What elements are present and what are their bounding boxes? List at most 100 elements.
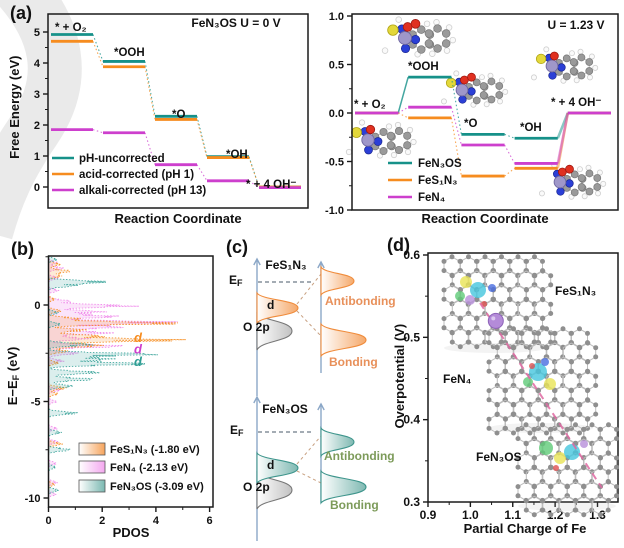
- molecule-inset: [530, 46, 599, 84]
- panel-c-diagram-FeN₃OS: [253, 395, 367, 541]
- panel-a-left-ylabel: Free Energy (eV): [6, 55, 22, 159]
- svg-text:0: 0: [34, 300, 40, 312]
- panel-a-right-title: U = 1.23 V: [547, 18, 605, 32]
- panel-c-diagram2-ef-label: EF: [230, 423, 244, 438]
- svg-text:d: d: [134, 330, 143, 345]
- svg-text:FeN₄ (-2.13 eV): FeN₄ (-2.13 eV): [110, 462, 188, 474]
- panel-c-diagram2-d-label: d: [267, 458, 275, 472]
- panel-b-letter: (b): [11, 239, 34, 259]
- panel-c-diagram1-d-label: d: [267, 298, 275, 312]
- molecule-inset: [440, 70, 509, 108]
- svg-text:0.6: 0.6: [403, 248, 420, 262]
- charge-density-inset-fen4: [486, 326, 599, 436]
- step-labels: * + O₂ *OOH *O *OH * + 4 OH⁻: [354, 61, 602, 134]
- svg-text:0: 0: [45, 515, 51, 527]
- trend-line: [479, 302, 603, 489]
- panel-c-diagram1-ef-label: EF: [229, 273, 243, 288]
- panel-c-letter: (c): [226, 237, 248, 257]
- svg-text:2: 2: [34, 120, 40, 132]
- step-labels: * + O₂ *OOH *O *OH * + 4 OH⁻: [55, 22, 297, 191]
- panel-a-left-xlabel: Reaction Coordinate: [114, 211, 242, 226]
- panel-c-diagram2-bonding-label: Bonding: [330, 498, 379, 512]
- pdos-d-annotations: ddd: [134, 330, 143, 369]
- overpotential-ylabel: Overpotential (V): [391, 323, 407, 429]
- svg-text:* + 4 OH⁻: * + 4 OH⁻: [551, 97, 602, 109]
- svg-text:2: 2: [99, 515, 105, 527]
- y-ticks: 1.0 0.5 0.0 -0.5 -1.0: [325, 11, 352, 217]
- svg-text:FeN₃OS (-3.09 eV): FeN₃OS (-3.09 eV): [110, 481, 204, 493]
- panel-c-diagram-FeS₁N₃: [253, 257, 367, 396]
- legend: pH-uncorrected acid-corrected (pH 1) alkal…: [52, 153, 206, 197]
- panel-d-letter: (d): [387, 235, 410, 255]
- panel-a-letter: (a): [10, 3, 32, 23]
- pdos-legend: FeS₁N₃ (-1.80 eV) FeN₄ (-2.13 eV) FeN₃OS (…: [78, 442, 204, 493]
- charge-density-inset-fen3os: [515, 422, 619, 518]
- svg-text:FeS₁N₃ (-1.80 eV): FeS₁N₃ (-1.80 eV): [110, 444, 200, 456]
- point-label-fen3os: FeN₃OS: [476, 450, 522, 464]
- panel-c-diagram2-antibonding-label: Antibonding: [324, 449, 395, 463]
- connectors: [92, 34, 260, 189]
- series-FeN₄: [355, 105, 611, 165]
- svg-text:1.0: 1.0: [462, 508, 479, 522]
- molecule-inset: [381, 16, 457, 58]
- svg-text:pH-uncorrected: pH-uncorrected: [79, 153, 165, 165]
- pdos-series-FeN₄: [48, 255, 178, 508]
- overpotential-xlabel: Partial Charge of Fe: [463, 521, 587, 536]
- svg-text:*O: *O: [172, 109, 185, 121]
- pdos-ticks: 0 -5 -10 0 2 4 6: [25, 256, 213, 527]
- svg-text:acid-corrected (pH 1): acid-corrected (pH 1): [79, 169, 194, 181]
- svg-text:*O: *O: [464, 118, 477, 130]
- svg-text:*OOH: *OOH: [408, 61, 439, 73]
- panel-c-diagram1-o2p-label: O 2p: [243, 320, 270, 334]
- panel-a-left-title: FeN₃OS U = 0 V: [191, 16, 281, 30]
- panel-c-diagram1-bonding-label: Bonding: [329, 355, 378, 369]
- panel-a-right-xlabel: Reaction Coordinate: [421, 211, 549, 226]
- legend: FeN₃OS FeS₁N₃ FeN₄: [388, 158, 462, 204]
- svg-text:* + O₂: * + O₂: [55, 22, 87, 34]
- svg-text:0.5: 0.5: [329, 60, 344, 72]
- panel-a-right-chart: 1.0 0.5 0.0 -0.5 -1.0 * + O₂ *OOH *O *OH * + 4 OH…: [325, 11, 619, 217]
- svg-text:FeS₁N₃: FeS₁N₃: [418, 175, 457, 187]
- panel-c-diagram2-o2p-label: O 2p: [243, 480, 270, 494]
- charge-density-inset-fes1n3: [441, 254, 554, 353]
- pdos-xlabel: PDOS: [112, 525, 150, 540]
- panel-c-diagram1-title: FeS₁N₃: [265, 258, 307, 272]
- svg-text:1.1: 1.1: [504, 508, 521, 522]
- molecule-inset: [345, 119, 417, 159]
- svg-text:-0.5: -0.5: [325, 157, 344, 169]
- pdos-ylabel: E−EF (eV): [5, 346, 22, 406]
- svg-text:*OH: *OH: [520, 122, 542, 134]
- svg-text:alkali-corrected (pH 13): alkali-corrected (pH 13): [79, 185, 206, 197]
- svg-text:4: 4: [34, 58, 41, 70]
- svg-text:1.0: 1.0: [329, 11, 344, 23]
- molecule-inset: [538, 162, 607, 200]
- data-point-fes1n3: [487, 312, 504, 329]
- background-swoosh: [0, 0, 82, 240]
- svg-text:-1.0: -1.0: [325, 205, 344, 217]
- svg-text:-10: -10: [25, 493, 41, 505]
- svg-text:5: 5: [34, 27, 40, 39]
- svg-text:0.5: 0.5: [403, 330, 420, 344]
- svg-text:0.3: 0.3: [403, 495, 420, 509]
- panel-c-diagram1-antibonding-label: Antibonding: [325, 294, 396, 308]
- svg-text:6: 6: [207, 515, 213, 527]
- series-alkali-corrected (pH 13): [51, 128, 301, 190]
- connectors: [397, 76, 570, 177]
- svg-text:d: d: [134, 341, 143, 356]
- svg-text:1: 1: [34, 151, 40, 163]
- svg-text:-5: -5: [31, 397, 41, 409]
- panel-d-chart: 0.60.50.40.30.9 1.0 1.1 1.2 1.3: [403, 248, 619, 522]
- svg-text:0: 0: [34, 182, 40, 194]
- svg-text:0.0: 0.0: [329, 108, 344, 120]
- svg-text:*OH: *OH: [226, 149, 248, 161]
- svg-text:4: 4: [153, 515, 160, 527]
- y-ticks: 0 1 2 3 4 5: [34, 27, 48, 194]
- svg-text:3: 3: [34, 89, 40, 101]
- point-label-fen4: FeN₄: [443, 372, 472, 386]
- panel-b-chart: ddd 0 -5 -10 0 2 4 6 FeS₁N₃ (-1.80 eV) FeN₄ (-2.1…: [25, 255, 214, 527]
- panel-c-diagram2-title: FeN₃OS: [262, 402, 308, 416]
- svg-text:* + 4 OH⁻: * + 4 OH⁻: [246, 179, 297, 191]
- svg-text:* + O₂: * + O₂: [354, 99, 386, 111]
